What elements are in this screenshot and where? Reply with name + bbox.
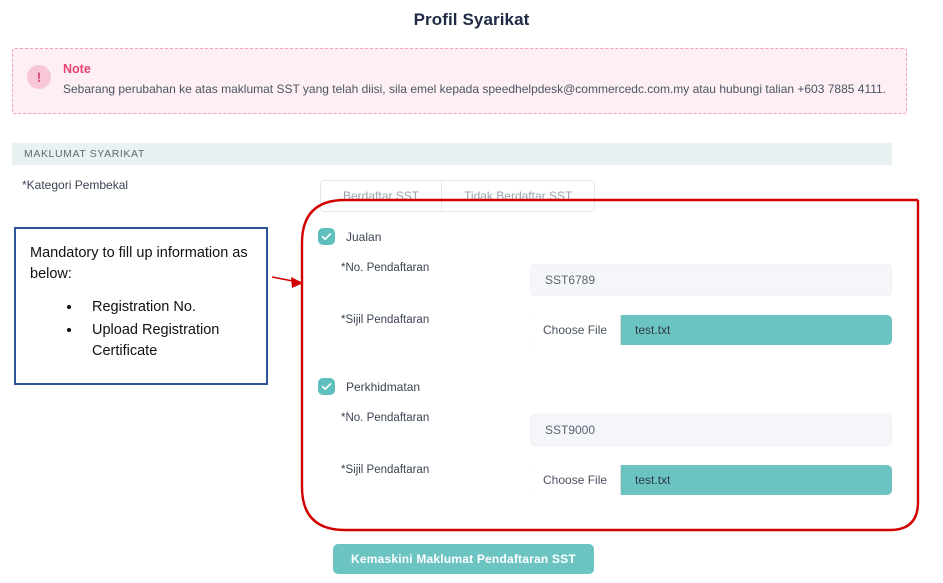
checkbox-label-perkhidmatan: Perkhidmatan — [346, 379, 421, 394]
file-name-jualan: test.txt — [635, 323, 671, 337]
label-no-pendaftaran-perkhidmatan: *No. Pendaftaran — [341, 412, 430, 424]
section-header: MAKLUMAT SYARIKAT — [12, 143, 892, 165]
checkbox-label-jualan: Jualan — [346, 229, 382, 244]
note-title: Note — [63, 62, 91, 76]
kategori-pembekal-tabs: Berdaftar SST Tidak Berdaftar SST — [320, 180, 596, 212]
exclamation-icon: ! — [27, 65, 51, 89]
file-input-sijil-perkhidmatan[interactable]: Choose File test.txt — [530, 465, 892, 495]
annotation-heading: Mandatory to fill up information as belo… — [30, 245, 248, 283]
input-no-pendaftaran-perkhidmatan[interactable]: SST9000 — [530, 414, 892, 446]
annotation-arrow-line — [271, 276, 304, 284]
checkbox-row-perkhidmatan[interactable]: Perkhidmatan — [318, 378, 420, 395]
choose-file-button-perkhidmatan[interactable]: Choose File — [530, 465, 622, 495]
note-banner: ! Note Sebarang perubahan ke atas maklum… — [12, 48, 907, 114]
checkbox-row-jualan[interactable]: Jualan — [318, 228, 381, 245]
kemaskini-maklumat-button[interactable]: Kemaskini Maklumat Pendaftaran SST — [333, 544, 594, 574]
annotation-bullet-list: Registration No. Upload Registration Cer… — [30, 297, 254, 362]
tab-berdaftar-sst[interactable]: Berdaftar SST — [321, 181, 442, 211]
tab-tidak-berdaftar-sst[interactable]: Tidak Berdaftar SST — [441, 181, 595, 211]
annotation-bullet-item: Upload Registration Certificate — [82, 320, 254, 362]
label-sijil-pendaftaran-jualan: *Sijil Pendaftaran — [341, 314, 430, 326]
label-no-pendaftaran-jualan: *No. Pendaftaran — [341, 262, 430, 274]
page-title: Profil Syarikat — [413, 10, 530, 29]
kategori-pembekal-label: *Kategori Pembekal — [22, 178, 129, 192]
annotation-bullet-item: Registration No. — [82, 297, 254, 318]
file-input-sijil-jualan[interactable]: Choose File test.txt — [530, 315, 892, 345]
annotation-arrow-head — [291, 277, 303, 288]
file-name-perkhidmatan: test.txt — [635, 473, 671, 487]
note-body: Sebarang perubahan ke atas maklumat SST … — [63, 82, 887, 96]
annotation-callout-box: Mandatory to fill up information as belo… — [14, 227, 268, 385]
choose-file-button-jualan[interactable]: Choose File — [530, 315, 622, 345]
checkmark-icon[interactable] — [318, 378, 335, 395]
input-no-pendaftaran-jualan[interactable]: SST6789 — [530, 264, 892, 296]
label-sijil-pendaftaran-perkhidmatan: *Sijil Pendaftaran — [341, 464, 430, 476]
checkmark-icon[interactable] — [318, 228, 335, 245]
